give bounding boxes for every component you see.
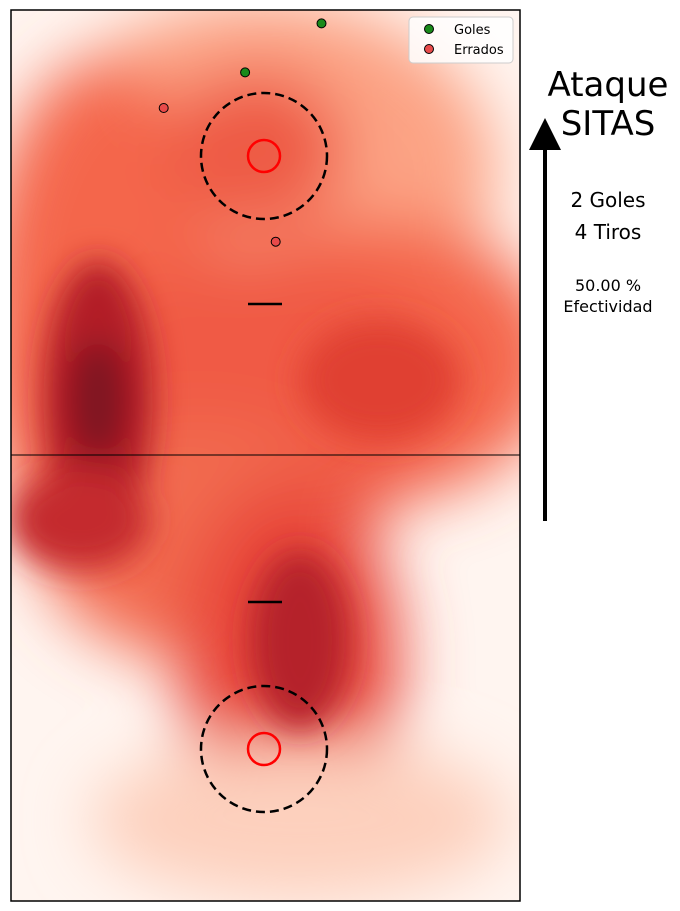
- goals-count: 2 Goles: [570, 188, 646, 212]
- legend: Goles Errados: [408, 16, 514, 64]
- effectiveness-percent: 50.00 %: [574, 276, 642, 295]
- legend-marker-goles: [424, 24, 434, 34]
- miss-point-1: [158, 103, 169, 113]
- miss-point-2: [270, 236, 281, 247]
- top-hoop: [246, 138, 282, 174]
- legend-label-errados: Errados: [454, 43, 504, 58]
- heatmap: [11, 10, 520, 901]
- shots-count: 4 Tiros: [574, 220, 642, 244]
- bottom-key-circle: [199, 684, 329, 814]
- legend-marker-errados: [424, 44, 434, 54]
- bottom-hoop: [246, 731, 282, 767]
- plot-frame: [10, 9, 521, 902]
- effectiveness-label: Efectividad: [563, 297, 653, 316]
- goal-point-2: [240, 67, 251, 78]
- goal-point-1: [316, 18, 327, 29]
- shot-points: [158, 18, 327, 247]
- panel-title-line1: Ataque: [547, 65, 669, 105]
- panel-title-line2: SITAS: [560, 104, 656, 144]
- top-key-circle: [199, 91, 329, 221]
- legend-label-goles: Goles: [454, 23, 491, 38]
